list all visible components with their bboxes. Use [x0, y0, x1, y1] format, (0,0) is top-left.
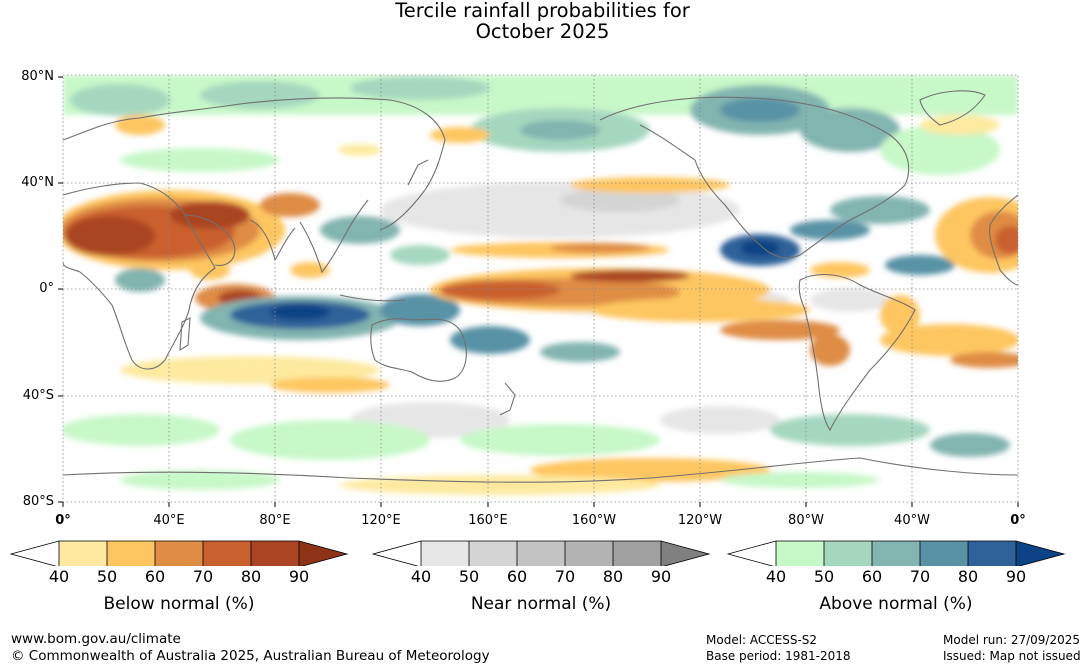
above-swatch-50-60: [824, 541, 872, 566]
near-normal-title: Near normal (%): [470, 594, 612, 614]
equatorial-pacific-below-normal: [430, 242, 920, 366]
near-normal-swatches: [373, 541, 709, 566]
near-swatch-60-70: [517, 541, 565, 566]
below-swatch-over: [299, 541, 347, 566]
below-normal-colorbar: [10, 540, 349, 566]
below-tick-70: 70: [192, 567, 214, 586]
lon-label-120w: 120°W: [677, 513, 723, 528]
near-tick-40: 40: [410, 567, 432, 586]
indian-ocean-above-normal: [115, 216, 620, 362]
base-period: Base period: 1981-2018: [706, 649, 851, 663]
above-swatch-over: [1016, 541, 1064, 566]
caribbean-above-normal: [720, 220, 955, 278]
below-swatch-60-70: [155, 541, 203, 566]
above-tick-60: 60: [861, 567, 883, 586]
near-tick-60: 60: [506, 567, 528, 586]
below-tick-50: 50: [96, 567, 118, 586]
lon-label-120e: 120°E: [361, 513, 401, 528]
above-swatch-70-80: [920, 541, 968, 566]
below-tick-60: 60: [144, 567, 166, 586]
above-normal-colorbar: [727, 540, 1066, 566]
below-tick-40: 40: [48, 567, 70, 586]
lon-label-160w: 160°W: [571, 513, 617, 528]
issued-status: Issued: Map not issued: [943, 649, 1081, 663]
near-tick-70: 70: [554, 567, 576, 586]
below-swatch-80-90: [251, 541, 299, 566]
lon-label-40e: 40°E: [153, 513, 185, 528]
lat-label-80s: 80°S: [22, 494, 54, 509]
near-swatch-70-80: [565, 541, 613, 566]
lon-label-0-left: 0°: [55, 513, 71, 528]
near-normal-colorbar: [372, 540, 711, 566]
below-normal-swatches: [11, 541, 347, 566]
lat-label-equator: 0°: [39, 281, 54, 296]
northern-below-normal-patches: [115, 115, 1000, 156]
near-tick-80: 80: [602, 567, 624, 586]
above-swatch-80-90: [968, 541, 1016, 566]
northern-above-normal-patches: [63, 75, 1018, 224]
above-tick-70: 70: [909, 567, 931, 586]
model-run-date: Model run: 27/09/2025: [943, 633, 1081, 647]
near-tick-50: 50: [458, 567, 480, 586]
lon-label-0-right: 0°: [1010, 513, 1026, 528]
above-normal-swatches: [728, 541, 1064, 566]
website-link[interactable]: www.bom.gov.au/climate: [11, 631, 181, 647]
near-swatch-under: [373, 541, 421, 566]
southern-patches: [63, 356, 1010, 495]
near-swatch-40-50: [421, 541, 469, 566]
model-name: Model: ACCESS-S2: [706, 633, 818, 647]
near-swatch-80-90: [613, 541, 661, 566]
lon-label-40w: 40°W: [894, 513, 930, 528]
below-tick-90: 90: [288, 567, 310, 586]
lat-label-40n: 40°N: [21, 175, 54, 190]
above-tick-50: 50: [813, 567, 835, 586]
below-swatch-40-50: [59, 541, 107, 566]
lat-label-40s: 40°S: [22, 388, 54, 403]
below-swatch-under: [11, 541, 59, 566]
above-normal-title: Above normal (%): [819, 594, 973, 614]
below-swatch-50-60: [107, 541, 155, 566]
rainfall-map: [58, 74, 1019, 507]
copyright-text: © Commonwealth of Australia 2025, Austra…: [11, 648, 490, 664]
map-title-line-2: October 2025: [475, 20, 610, 43]
map-title-line-1: Tercile rainfall probabilities for: [395, 0, 690, 22]
above-tick-80: 80: [957, 567, 979, 586]
above-swatch-60-70: [872, 541, 920, 566]
lon-label-160e: 160°E: [468, 513, 508, 528]
above-tick-40: 40: [765, 567, 787, 586]
atlantic-below-normal: [570, 177, 1018, 368]
graticule: [62, 74, 1019, 503]
lon-label-80w: 80°W: [788, 513, 824, 528]
axis-ticks: [58, 76, 1019, 507]
lon-label-80e: 80°E: [259, 513, 291, 528]
above-tick-90: 90: [1005, 567, 1027, 586]
near-swatch-over: [661, 541, 709, 566]
near-tick-90: 90: [650, 567, 672, 586]
coastlines: [63, 90, 1018, 483]
near-swatch-50-60: [469, 541, 517, 566]
above-swatch-40-50: [776, 541, 824, 566]
below-normal-title: Below normal (%): [103, 594, 255, 614]
lat-label-80n: 80°N: [21, 69, 54, 84]
below-tick-80: 80: [240, 567, 262, 586]
below-swatch-70-80: [203, 541, 251, 566]
above-swatch-under: [728, 541, 776, 566]
